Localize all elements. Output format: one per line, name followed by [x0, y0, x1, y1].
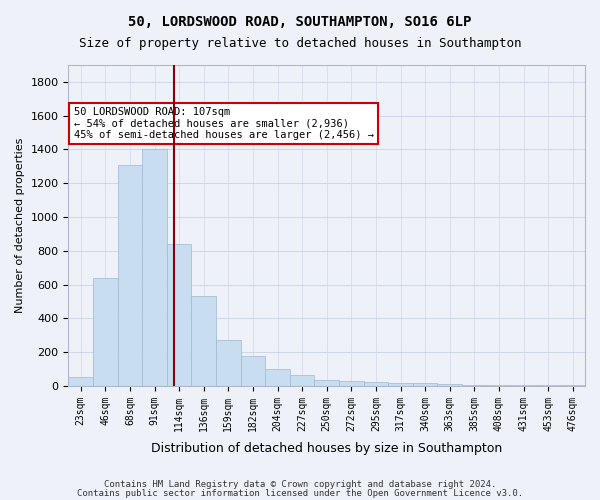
Text: Size of property relative to detached houses in Southampton: Size of property relative to detached ho…	[79, 38, 521, 51]
Bar	[68, 378, 93, 386]
Bar	[364, 382, 388, 386]
Bar	[118, 164, 142, 386]
Bar	[191, 296, 216, 386]
Bar	[241, 356, 265, 386]
Bar	[339, 381, 364, 386]
Bar	[167, 244, 191, 386]
Bar	[265, 369, 290, 386]
Bar	[216, 340, 241, 386]
X-axis label: Distribution of detached houses by size in Southampton: Distribution of detached houses by size …	[151, 442, 502, 455]
Text: Contains HM Land Registry data © Crown copyright and database right 2024.: Contains HM Land Registry data © Crown c…	[104, 480, 496, 489]
Bar	[487, 385, 511, 386]
Y-axis label: Number of detached properties: Number of detached properties	[15, 138, 25, 313]
Bar	[462, 384, 487, 386]
Text: 50 LORDSWOOD ROAD: 107sqm
← 54% of detached houses are smaller (2,936)
45% of se: 50 LORDSWOOD ROAD: 107sqm ← 54% of detac…	[74, 106, 374, 140]
Bar	[388, 382, 413, 386]
Bar	[413, 384, 437, 386]
Bar	[314, 380, 339, 386]
Bar	[142, 150, 167, 386]
Text: Contains public sector information licensed under the Open Government Licence v3: Contains public sector information licen…	[77, 488, 523, 498]
Bar	[93, 278, 118, 386]
Bar	[290, 376, 314, 386]
Text: 50, LORDSWOOD ROAD, SOUTHAMPTON, SO16 6LP: 50, LORDSWOOD ROAD, SOUTHAMPTON, SO16 6L…	[128, 15, 472, 29]
Bar	[437, 384, 462, 386]
